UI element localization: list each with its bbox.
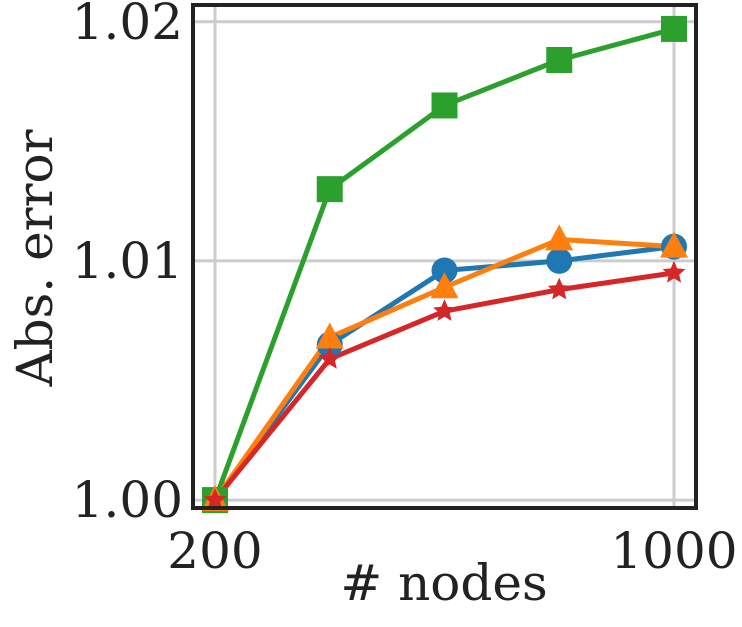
y-tick-label: 1.02 (72, 0, 183, 51)
star-marker (433, 299, 456, 321)
triangle-marker (430, 272, 459, 299)
square-marker (661, 15, 687, 42)
series-markers (201, 15, 688, 514)
y-axis-label: Abs. error (6, 129, 64, 387)
x-tick-labels: 200 1000 (167, 522, 737, 580)
star-marker (318, 346, 342, 369)
triangle-marker (545, 224, 574, 251)
y-tick-label: 1.00 (72, 471, 183, 529)
star-marker (662, 260, 686, 283)
square-marker (546, 47, 573, 74)
circle-marker (431, 257, 458, 284)
x-axis-label: # nodes (340, 554, 547, 612)
square-marker (431, 92, 458, 119)
y-tick-label: 1.01 (72, 232, 183, 290)
y-tick-labels: 1.00 1.01 1.02 (72, 0, 183, 529)
triangle-marker (660, 231, 688, 258)
square-marker (316, 176, 343, 203)
circle-marker (546, 247, 573, 274)
triangle-marker (315, 322, 344, 349)
star-marker (203, 488, 227, 510)
x-tick-label: 1000 (610, 522, 737, 580)
x-tick-label: 200 (167, 522, 262, 580)
star-marker (547, 277, 571, 300)
plot-frame (191, 3, 698, 510)
